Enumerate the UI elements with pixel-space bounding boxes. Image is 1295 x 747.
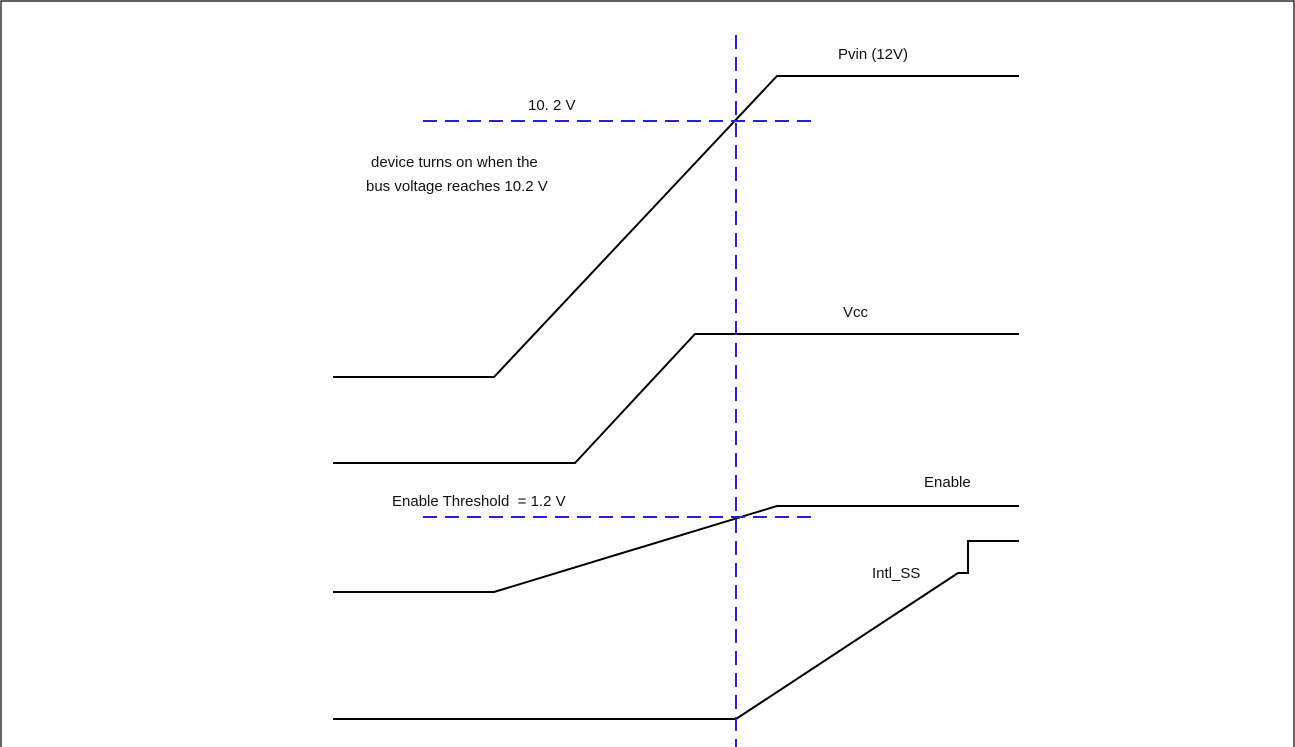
- enable-waveform: [333, 505, 1019, 593]
- pvin-waveform: [333, 75, 1019, 378]
- enable-threshold-label: Enable Threshold = 1.2 V: [392, 493, 566, 510]
- turn-on-note-line1: device turns on when the: [371, 154, 538, 171]
- intl-ss-waveform: [333, 540, 1019, 720]
- enable-label: Enable: [924, 474, 971, 491]
- turn-on-note-line2: bus voltage reaches 10.2 V: [366, 178, 548, 195]
- vcc-waveform: [333, 333, 1019, 464]
- pvin-threshold-label: 10. 2 V: [528, 97, 576, 114]
- intl-ss-label: Intl_SS: [872, 565, 920, 582]
- pvin-label: Pvin (12V): [838, 46, 908, 63]
- vcc-label: Vcc: [843, 304, 869, 321]
